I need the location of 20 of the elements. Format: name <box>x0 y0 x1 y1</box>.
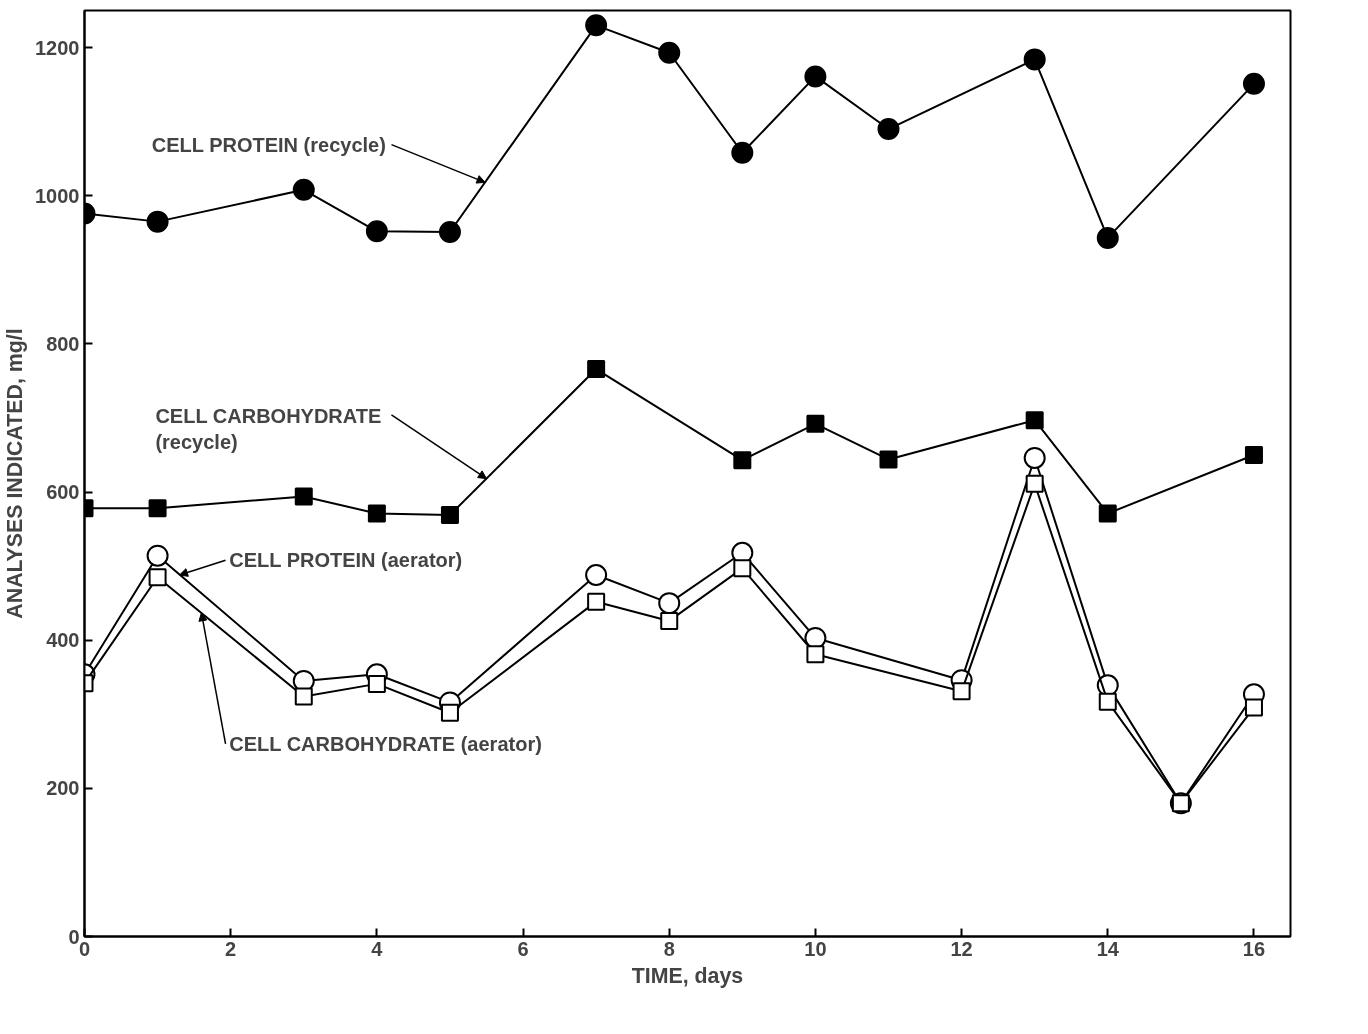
x-tick-label: 8 <box>663 937 675 960</box>
y-tick-label: 1000 <box>35 184 80 207</box>
x-tick-label: 14 <box>1096 937 1120 960</box>
annotation: CELL CARBOHYDRATE (recycle) <box>155 404 382 454</box>
x-tick-label: 12 <box>950 937 973 960</box>
x-axis-title: TIME, days <box>631 963 744 988</box>
x-tick-label: 10 <box>804 937 827 960</box>
annotation: CELL PROTEIN (recycle) <box>151 133 386 156</box>
annotation: CELL CARBOHYDRATE (aerator) <box>229 732 542 755</box>
y-tick-label: 200 <box>46 777 80 800</box>
x-tick-label: 6 <box>517 937 529 960</box>
x-tick-label: 4 <box>371 937 384 960</box>
y-axis-title: ANALYSES INDICATED, mg/l <box>3 328 28 619</box>
x-tick-label: 2 <box>225 937 237 960</box>
y-tick-label: 1200 <box>35 36 80 59</box>
x-tick-label: 16 <box>1242 937 1266 960</box>
annotation: CELL PROTEIN (aerator) <box>229 549 463 572</box>
y-tick-label: 800 <box>46 332 80 355</box>
y-tick-label: 600 <box>46 481 80 504</box>
y-tick-label: 400 <box>46 629 80 652</box>
